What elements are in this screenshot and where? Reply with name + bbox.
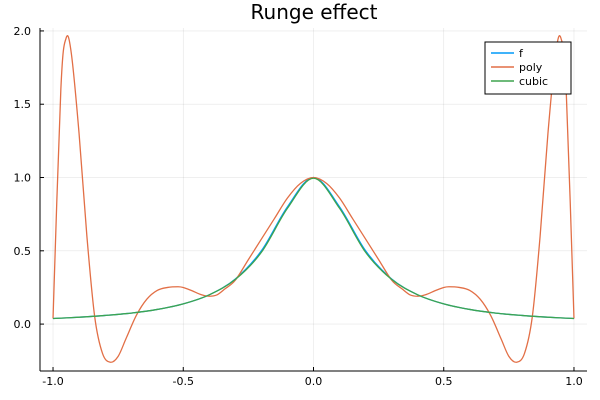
y-tick-label-3: 1.5 (14, 98, 32, 111)
legend-label-cubic: cubic (519, 75, 548, 88)
y-tick-label-2: 1.0 (14, 172, 32, 185)
legend-box (484, 41, 572, 95)
x-tick-label-0: -1.0 (42, 375, 63, 388)
x-tick-label-1: -0.5 (173, 375, 194, 388)
series-layer (52, 35, 575, 363)
chart-title: Runge effect (251, 0, 378, 24)
legend-label-poly: poly (519, 61, 543, 74)
grid-layer (40, 28, 587, 371)
legend-label-f: f (519, 47, 524, 60)
series-line-poly (52, 35, 575, 363)
y-tick-label-4: 2.0 (14, 25, 32, 38)
x-tick-label-4: 1.0 (565, 375, 583, 388)
x-tick-label-3: 0.5 (435, 375, 453, 388)
y-tick-label-0: 0.0 (14, 318, 32, 331)
x-tick-label-2: 0.0 (305, 375, 323, 388)
y-tick-label-1: 0.5 (14, 245, 32, 258)
series-line-cubic (52, 177, 575, 320)
axis-layer: -1.0 -0.5 0.0 0.5 1.0 0.0 0.5 1.0 1.5 2.0 (14, 25, 587, 388)
